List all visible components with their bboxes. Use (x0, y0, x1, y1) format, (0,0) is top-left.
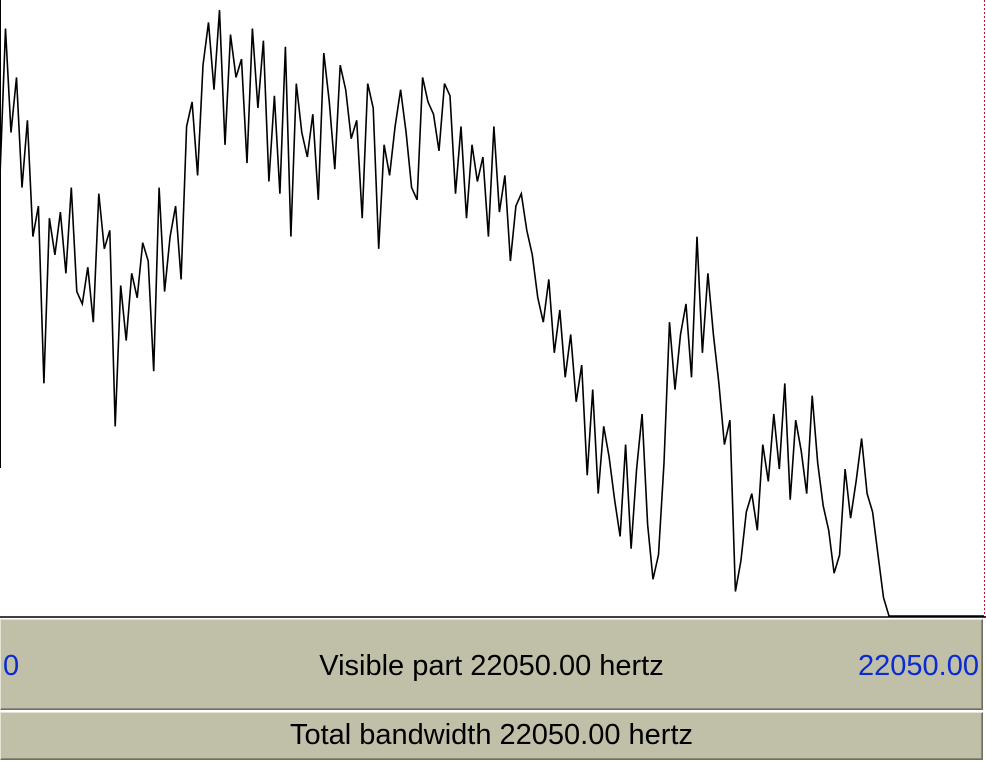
visible-part-bar[interactable]: 0 Visible part 22050.00 hertz 22050.00 (0, 619, 983, 710)
visible-part-label: Visible part 22050.00 hertz (319, 650, 664, 682)
spectrum-plot-area[interactable] (0, 0, 986, 618)
spectrum-graph (0, 0, 986, 618)
total-bandwidth-bar[interactable]: Total bandwidth 22050.00 hertz (0, 712, 983, 760)
range-end-value: 22050.00 (858, 650, 979, 682)
spectrum-line (0, 10, 984, 617)
total-bandwidth-label: Total bandwidth 22050.00 hertz (289, 719, 694, 751)
range-start-value: 0 (3, 650, 20, 682)
